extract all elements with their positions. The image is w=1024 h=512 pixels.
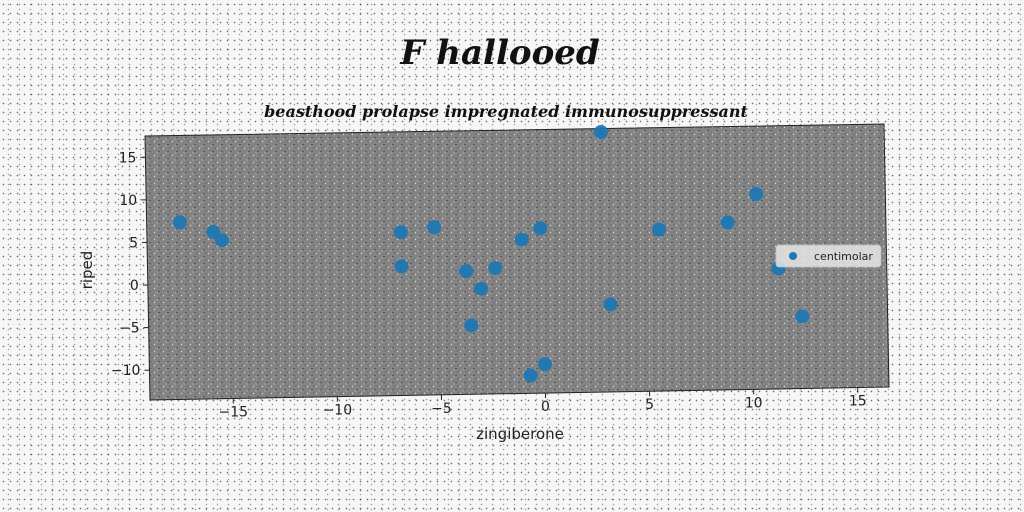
y-tick-label: 0 [130,278,139,294]
plot-area [144,123,890,401]
chart-title: F hallooed [399,33,600,73]
data-point [720,215,735,230]
x-tick-label: −15 [218,405,248,421]
data-point [214,233,229,248]
data-point [795,309,810,324]
data-point [464,318,479,333]
data-point [394,259,409,274]
data-point [749,187,764,202]
data-point [427,220,442,235]
legend-marker [789,252,797,260]
x-tick-label: 15 [849,394,867,410]
data-point [459,264,474,279]
y-tick-label: 15 [119,150,137,166]
y-tick-label: −10 [111,363,141,379]
legend: centimolar [775,244,882,268]
y-tick-label: 5 [129,235,138,251]
data-point [523,368,538,383]
y-tick-label: 10 [119,193,137,209]
y-tick-label: −5 [119,321,140,337]
data-point [537,357,552,372]
data-point [172,215,187,230]
data-point [514,232,529,247]
x-tick-label: −5 [431,401,452,417]
y-axis: −10 −5 0 5 10 15 [111,150,150,379]
x-axis-label: zingiberone [476,425,564,443]
data-point [488,261,503,276]
data-point [593,124,608,139]
chart-subtitle: beasthood prolapse impregnated immunosup… [264,102,748,121]
x-tick-label: 0 [541,399,550,415]
legend-label: centimolar [814,250,873,263]
data-point [474,281,489,296]
x-tick-label: 5 [645,397,654,413]
data-point [603,297,618,312]
x-axis: −15 −10 −5 0 5 10 15 [218,387,867,421]
data-point [393,225,408,240]
x-tick-label: −10 [323,403,353,419]
y-axis-label: riped [78,251,96,290]
data-point [652,222,667,237]
legend-box [775,244,882,268]
data-point [533,221,548,236]
x-tick-label: 10 [745,395,763,411]
data-points [172,124,810,383]
